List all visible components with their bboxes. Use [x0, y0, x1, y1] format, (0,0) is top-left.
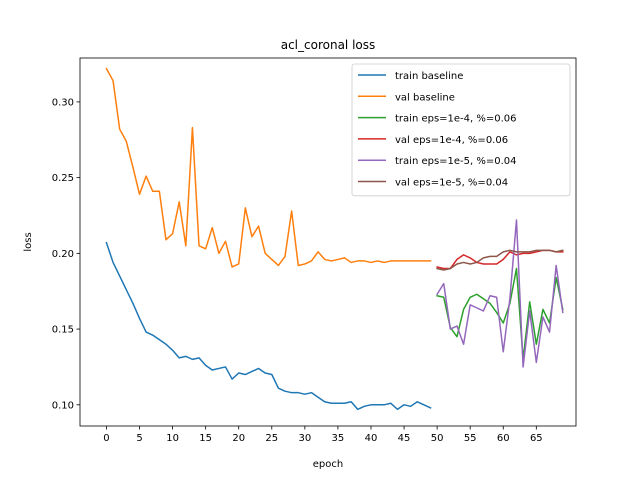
legend-label: val baseline	[395, 92, 455, 103]
legend-label: train eps=1e-5, %=0.04	[395, 156, 517, 167]
x-tick-label: 30	[298, 433, 311, 444]
legend-label: val eps=1e-4, %=0.06	[395, 135, 508, 146]
y-axis-label: loss	[23, 232, 34, 251]
series-line-2	[436, 267, 564, 361]
x-tick-label: 25	[265, 433, 278, 444]
series-line-1	[105, 67, 432, 268]
x-tick-label: 45	[398, 433, 411, 444]
series-line-0	[105, 241, 432, 411]
y-tick-label: 0.25	[52, 173, 74, 184]
y-tick-label: 0.30	[52, 98, 74, 109]
series-layer	[105, 67, 564, 411]
x-tick-label: 10	[166, 433, 179, 444]
y-tick-label: 0.15	[52, 325, 74, 336]
legend: train baseline val baseline train eps=1e-4…	[351, 63, 571, 197]
x-tick-label: 40	[365, 433, 378, 444]
x-tick-label: 35	[332, 433, 345, 444]
legend-label: train eps=1e-4, %=0.06	[395, 114, 517, 125]
x-tick-label: 15	[199, 433, 212, 444]
x-axis-label: epoch	[313, 459, 343, 470]
legend-label: train baseline	[395, 71, 463, 82]
series-line-5	[436, 249, 564, 271]
x-tick-label: 60	[497, 433, 510, 444]
x-tick-label: 0	[103, 433, 109, 444]
x-tick-label: 50	[431, 433, 444, 444]
y-tick-label: 0.10	[52, 400, 74, 411]
chart-title: acl_coronal loss	[281, 38, 376, 52]
y-tick-label: 0.20	[52, 249, 74, 260]
x-axis: 0 5 10 15 20 25 30 35 40 45 50 55 60 65	[103, 426, 543, 444]
y-axis: 0.10 0.15 0.20 0.25 0.30	[52, 98, 80, 411]
x-tick-label: 55	[464, 433, 477, 444]
series-line-4	[436, 219, 564, 368]
axes-frame	[79, 57, 577, 427]
legend-box	[351, 63, 571, 197]
x-tick-label: 65	[530, 433, 543, 444]
x-tick-label: 20	[232, 433, 245, 444]
legend-label: val eps=1e-5, %=0.04	[395, 178, 508, 189]
x-tick-label: 5	[136, 433, 142, 444]
